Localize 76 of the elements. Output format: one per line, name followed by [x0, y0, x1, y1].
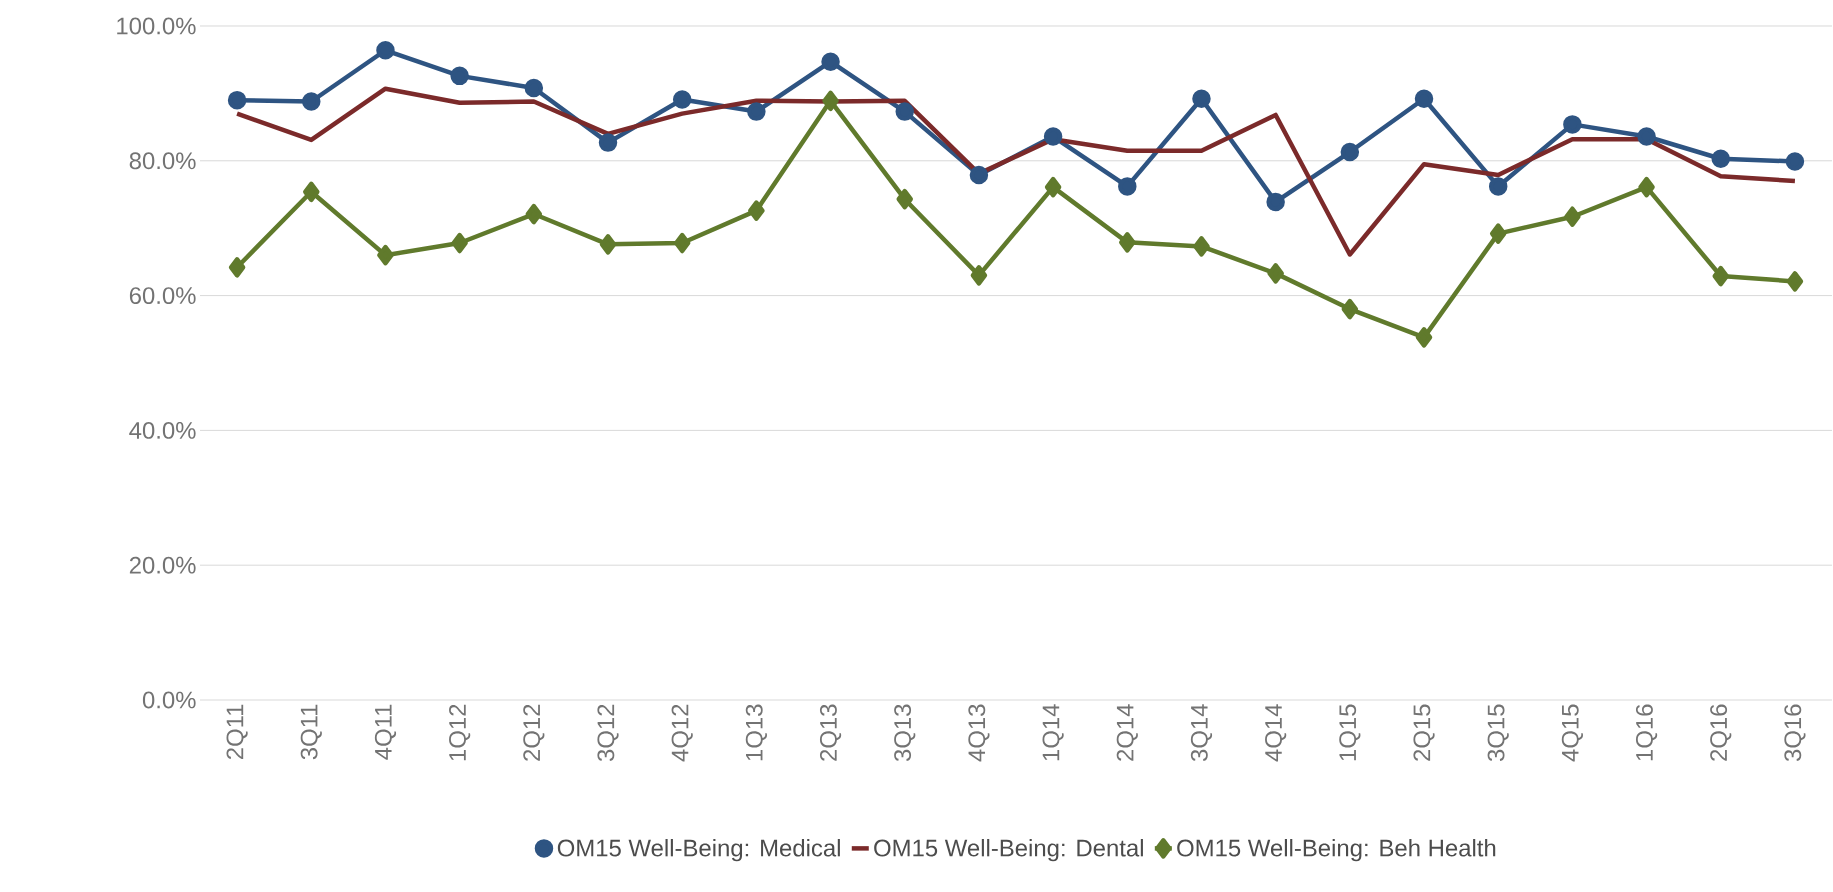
- x-tick-label: 2Q13: [819, 704, 842, 761]
- point: [1415, 327, 1433, 348]
- point: [1044, 176, 1062, 198]
- legend-label: OM15 Well-Being: Medical: [557, 838, 840, 862]
- point: [451, 232, 468, 254]
- point: [1637, 127, 1656, 146]
- x-tick-label: 3Q12: [597, 704, 619, 762]
- point: [525, 203, 543, 225]
- point: [672, 90, 692, 109]
- point: [598, 133, 618, 152]
- x-tick-label: 2Q16: [1710, 704, 1732, 761]
- x-tick-label: 1Q14: [1042, 704, 1064, 761]
- x-tick-label: 4Q11: [374, 704, 397, 760]
- x-tick-label: 1Q16: [1635, 704, 1658, 761]
- point: [1118, 177, 1137, 196]
- point: [896, 188, 913, 210]
- y-tick-label: 20.0%: [129, 556, 196, 574]
- point: [1786, 271, 1804, 292]
- point: [1192, 89, 1211, 109]
- point: [1489, 223, 1507, 244]
- x-tick-label: 2Q11: [226, 704, 248, 760]
- point: [303, 181, 320, 203]
- x-tick-label: 1Q15: [1339, 704, 1361, 761]
- point: [1341, 298, 1359, 320]
- y-tick-label: 80.0%: [129, 152, 196, 170]
- point: [1119, 232, 1136, 253]
- x-tick-label: 1Q13: [745, 704, 767, 761]
- x-tick-label: 2Q14: [1116, 704, 1138, 761]
- point: [673, 232, 691, 254]
- point: [1564, 206, 1581, 227]
- point: [227, 90, 247, 110]
- x-tick-label: 3Q14: [1190, 704, 1213, 762]
- point: [895, 102, 914, 121]
- point: [748, 200, 765, 221]
- x-tick-label: 4Q12: [671, 704, 693, 762]
- point: [376, 41, 395, 60]
- point: [969, 165, 989, 185]
- point: [1638, 176, 1655, 198]
- legend-label: OM15 Well-Being: Dental: [874, 838, 1143, 862]
- point: [1712, 265, 1729, 287]
- point: [228, 257, 246, 278]
- line-series: [234, 86, 1798, 257]
- x-tick-label: 4Q14: [1265, 704, 1287, 762]
- point: [1340, 142, 1360, 162]
- point: [450, 66, 469, 86]
- point: [1711, 149, 1730, 169]
- point: [1785, 152, 1805, 171]
- point: [1043, 127, 1063, 146]
- point: [1267, 263, 1284, 284]
- x-tick-label: 4Q13: [968, 704, 990, 762]
- point: [970, 265, 988, 286]
- x-tick-label: 2Q12: [523, 704, 545, 761]
- point: [1488, 177, 1508, 196]
- point: [599, 234, 617, 255]
- point: [524, 78, 544, 98]
- point: [821, 52, 840, 71]
- point: [1414, 89, 1434, 109]
- x-tick-label: 3Q15: [1487, 704, 1509, 762]
- x-tick-label: 1Q12: [449, 704, 471, 761]
- point: [747, 102, 766, 121]
- y-tick-label: 100.0%: [117, 17, 196, 35]
- point: [1193, 236, 1210, 257]
- y-tick-label: 0.0%: [142, 691, 196, 709]
- point: [1563, 115, 1582, 134]
- x-tick-label: 4Q15: [1561, 704, 1583, 762]
- x-tick-label: 2Q15: [1413, 704, 1435, 761]
- point: [822, 90, 839, 112]
- point: [1266, 192, 1285, 212]
- y-tick-label: 60.0%: [129, 287, 196, 305]
- x-tick-label: 3Q11: [300, 704, 322, 760]
- y-tick-label: 40.0%: [129, 421, 196, 439]
- point: [302, 92, 321, 111]
- legend-label: OM15 Well-Being: Beh Health: [1177, 838, 1496, 862]
- x-tick-label: 3Q13: [894, 704, 916, 762]
- x-tick-label: 3Q16: [1784, 704, 1806, 762]
- point: [377, 244, 394, 266]
